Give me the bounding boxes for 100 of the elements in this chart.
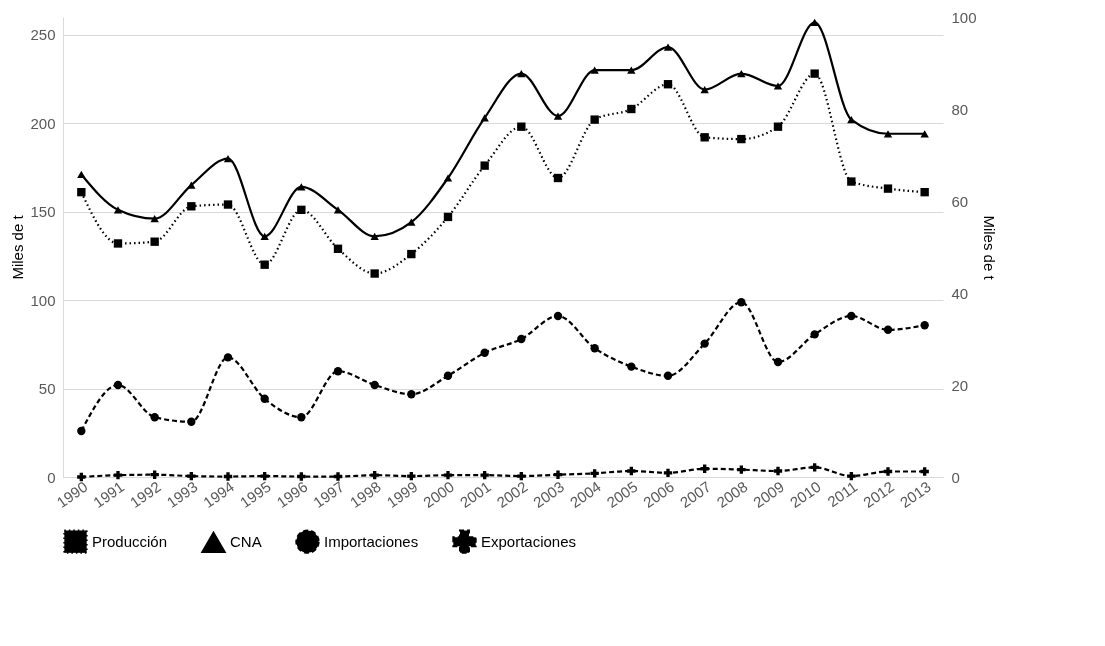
point xyxy=(920,130,929,138)
point xyxy=(627,104,636,114)
point xyxy=(260,471,269,481)
point xyxy=(773,357,783,367)
point xyxy=(297,472,306,481)
point xyxy=(663,80,673,89)
point xyxy=(77,426,86,436)
point xyxy=(847,471,856,481)
point xyxy=(737,134,746,144)
point xyxy=(297,413,306,422)
point xyxy=(920,187,929,197)
legend-label: Exportaciones xyxy=(481,532,577,550)
point xyxy=(187,202,196,211)
point xyxy=(517,334,526,344)
point xyxy=(370,380,379,390)
legend-label: CNA xyxy=(230,533,262,551)
point xyxy=(627,66,636,74)
point xyxy=(663,43,673,51)
point xyxy=(810,18,819,26)
point xyxy=(443,470,453,480)
point xyxy=(517,69,526,78)
point xyxy=(150,215,159,223)
point xyxy=(407,390,416,399)
y2-tick-label: 20 xyxy=(951,376,969,394)
point xyxy=(773,466,783,476)
y2-tick-label: 40 xyxy=(951,284,969,302)
point xyxy=(553,112,563,120)
point xyxy=(627,362,636,371)
point xyxy=(810,463,819,472)
point xyxy=(883,130,893,138)
point xyxy=(700,339,709,348)
x-tick-label: 2001 xyxy=(456,477,494,511)
point xyxy=(480,470,489,480)
point xyxy=(260,232,269,241)
y-tick-label: 50 xyxy=(38,380,56,398)
point xyxy=(700,133,709,142)
point xyxy=(553,470,563,479)
y2-tick-label: 0 xyxy=(951,468,960,486)
point xyxy=(773,122,783,131)
y-tick-label: 100 xyxy=(30,291,56,309)
x-tick-label: 2011 xyxy=(824,477,861,511)
point xyxy=(223,154,233,163)
point xyxy=(77,472,86,482)
point xyxy=(627,466,636,476)
point xyxy=(847,177,856,186)
point xyxy=(920,467,929,476)
point xyxy=(663,371,673,380)
point xyxy=(517,471,526,481)
point xyxy=(700,464,709,473)
legend-label: Producción xyxy=(92,532,168,550)
point xyxy=(553,173,563,183)
point xyxy=(187,417,196,426)
point xyxy=(370,269,379,278)
point xyxy=(113,470,123,480)
point xyxy=(113,380,123,390)
point xyxy=(663,468,673,478)
point xyxy=(700,85,709,94)
y-tick-label: 200 xyxy=(30,114,56,132)
point xyxy=(370,470,379,480)
y2-axis-title: Miles de t xyxy=(980,215,998,281)
point xyxy=(737,298,746,307)
point xyxy=(333,472,343,481)
point xyxy=(370,232,379,241)
point xyxy=(223,353,233,362)
point xyxy=(77,170,86,179)
y-tick-label: 150 xyxy=(30,203,56,221)
point xyxy=(150,470,159,479)
point xyxy=(810,69,819,78)
point xyxy=(223,200,233,209)
point xyxy=(150,237,159,246)
x-tick-label: 1991 xyxy=(90,477,128,511)
y-axis-title: Miles de t xyxy=(9,214,27,280)
point xyxy=(150,413,159,422)
y-tick-label: 0 xyxy=(47,468,56,486)
point xyxy=(333,244,343,253)
legend-label: Importaciones xyxy=(324,532,419,550)
point xyxy=(553,311,563,321)
point xyxy=(590,66,599,74)
point xyxy=(297,205,306,215)
point xyxy=(517,122,526,131)
y2-tick-label: 60 xyxy=(951,192,969,210)
point xyxy=(883,184,893,193)
point xyxy=(187,181,196,189)
point xyxy=(407,218,416,226)
point xyxy=(590,115,599,124)
point xyxy=(113,239,123,248)
point xyxy=(260,260,269,269)
point xyxy=(847,115,856,124)
point xyxy=(443,174,453,182)
point xyxy=(920,321,929,330)
point xyxy=(883,467,893,476)
point xyxy=(77,187,86,197)
point xyxy=(407,249,416,259)
point xyxy=(480,161,489,170)
point xyxy=(443,212,453,222)
point xyxy=(590,344,599,353)
point xyxy=(333,367,343,376)
y2-tick-label: 100 xyxy=(951,8,977,26)
y2-tick-label: 80 xyxy=(951,100,969,118)
point xyxy=(480,348,489,357)
